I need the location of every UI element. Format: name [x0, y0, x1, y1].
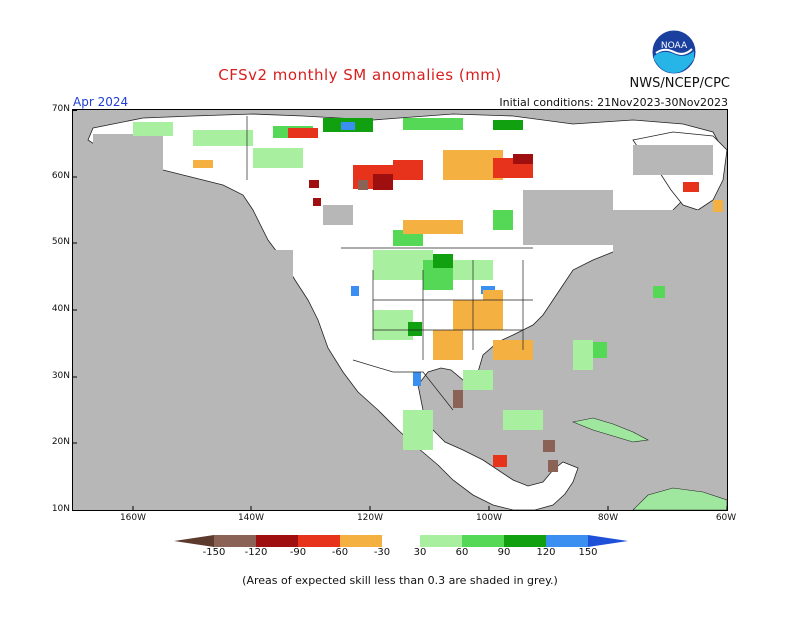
colorbar-bin — [504, 535, 546, 547]
lat-label: 10N — [51, 504, 70, 514]
colorbar-label: -150 — [202, 547, 226, 558]
colorbar-bin — [256, 535, 298, 547]
noaa-logo-icon: NOAA — [651, 29, 697, 75]
axis-ticks — [73, 110, 727, 510]
colorbar-label: 90 — [497, 547, 511, 558]
footnote: (Areas of expected skill less than 0.3 a… — [242, 574, 558, 587]
forecast-month: Apr 2024 — [73, 95, 129, 109]
anomaly-cells — [133, 118, 723, 472]
lon-label: 140W — [237, 513, 265, 523]
colorbar-label: -120 — [244, 547, 268, 558]
colorbar-label: 60 — [455, 547, 469, 558]
lon-label: 60W — [715, 513, 737, 523]
organization-label: NWS/NCEP/CPC — [629, 76, 730, 91]
initial-conditions: Initial conditions: 21Nov2023-30Nov2023 — [499, 96, 728, 109]
south-america-land — [632, 487, 727, 510]
colorbar-label: -90 — [289, 547, 307, 558]
colorbar-bin — [298, 535, 340, 547]
lon-label: 160W — [119, 513, 147, 523]
colorbar-bin — [546, 535, 588, 547]
map-title: CFSv2 monthly SM anomalies (mm) — [218, 66, 502, 84]
colorbar-label: -60 — [331, 547, 349, 558]
colorbar-bin — [214, 535, 256, 547]
colorbar-arrow-high — [588, 535, 628, 547]
colorbar-label: 30 — [413, 547, 427, 558]
anomaly-map — [73, 110, 727, 510]
lat-label: 50N — [51, 237, 70, 247]
colorbar-bin — [382, 535, 420, 547]
lat-label: 40N — [51, 304, 70, 314]
map-panel — [72, 109, 728, 511]
lat-label: 20N — [51, 437, 70, 447]
colorbar — [174, 535, 628, 547]
colorbar-arrow-low — [174, 535, 214, 547]
cuba-land — [571, 417, 649, 443]
low-skill-patches — [93, 134, 713, 320]
colorbar-label: 150 — [578, 547, 598, 558]
lat-label: 70N — [51, 104, 70, 114]
colorbar-bin — [420, 535, 462, 547]
political-boundaries — [246, 116, 533, 411]
lon-label: 100W — [475, 513, 503, 523]
colorbar-label: -30 — [373, 547, 391, 558]
lon-label: 80W — [597, 513, 619, 523]
lat-label: 60N — [51, 171, 70, 181]
lat-label: 30N — [51, 371, 70, 381]
colorbar-label: 120 — [536, 547, 556, 558]
colorbar-bin — [340, 535, 382, 547]
colorbar-bin — [462, 535, 504, 547]
lon-label: 120W — [356, 513, 384, 523]
logo-text: NOAA — [661, 41, 688, 51]
